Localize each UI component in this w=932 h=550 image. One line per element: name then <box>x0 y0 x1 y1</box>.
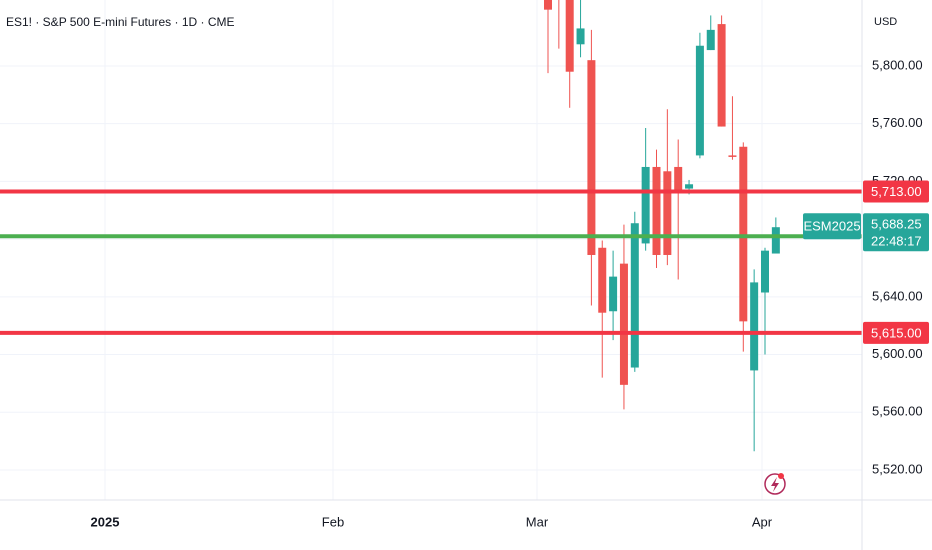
y-tick-label: 5,640.00 <box>872 288 923 303</box>
y-tick-label: 5,800.00 <box>872 57 923 72</box>
candle-body <box>587 60 596 255</box>
lightning-icon <box>764 473 786 495</box>
candle-body <box>739 146 748 322</box>
x-tick-label: 2025 <box>91 514 120 529</box>
x-tick-label: Feb <box>322 514 344 529</box>
symbol-box <box>803 213 861 240</box>
candle-body <box>771 227 780 254</box>
candle-body <box>674 166 683 193</box>
candle-body <box>609 276 618 312</box>
candle-body <box>544 0 552 10</box>
candle-body <box>663 171 672 255</box>
grid <box>0 0 862 500</box>
candle-body <box>728 155 737 157</box>
price-label-box <box>863 180 929 203</box>
x-tick-label: Apr <box>752 514 773 529</box>
last-price-box <box>863 213 929 252</box>
candle-body <box>750 282 759 371</box>
price-label: 5,713.00 <box>871 184 922 199</box>
currency: USD <box>874 16 897 28</box>
y-tick-label: 5,560.00 <box>872 404 923 419</box>
candle-body <box>652 166 661 255</box>
plot-area <box>0 0 862 452</box>
price-label: 5,615.00 <box>871 325 922 340</box>
y-tick-label: 5,600.00 <box>872 346 923 361</box>
candle-body <box>630 223 639 368</box>
candle-body <box>706 29 715 51</box>
price-axis: 5,520.005,560.005,600.005,640.005,680.00… <box>803 57 929 476</box>
candle-body <box>598 247 607 313</box>
candle-body <box>685 184 694 189</box>
candle-body <box>565 0 574 72</box>
price-label-box <box>863 321 929 344</box>
y-tick-label: 5,760.00 <box>872 115 923 130</box>
candle-body <box>695 45 704 156</box>
candle-body <box>576 28 585 45</box>
countdown: 22:48:17 <box>871 234 922 249</box>
last-price-label: 5,688.25 <box>871 217 922 232</box>
candle-body <box>761 250 769 293</box>
chart-title: ES1! · S&P 500 E-mini Futures · 1D · CME <box>6 15 235 29</box>
candle-body <box>641 166 650 244</box>
symbol-label: ESM2025 <box>803 219 860 234</box>
x-tick-label: Mar <box>526 514 549 529</box>
candle-body <box>619 263 628 385</box>
candle-body <box>717 24 726 127</box>
y-tick-label: 5,520.00 <box>872 461 923 476</box>
